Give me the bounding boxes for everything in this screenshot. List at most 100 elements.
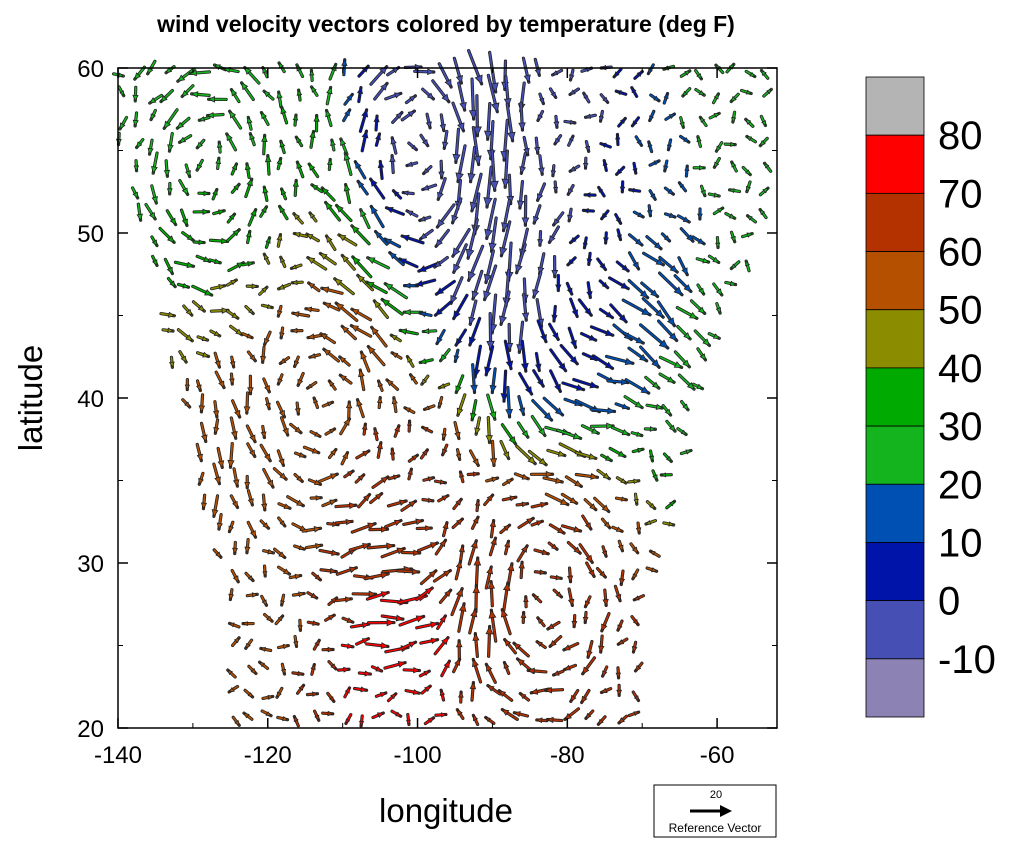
- wind-vector: [568, 234, 580, 245]
- wind-vector: [393, 424, 401, 438]
- wind-vector: [641, 297, 665, 319]
- wind-vector: [469, 681, 477, 702]
- colorbar-swatch: [865, 251, 925, 311]
- wind-vector: [258, 660, 270, 671]
- wind-vector: [334, 301, 359, 323]
- wind-vector: [485, 415, 493, 445]
- wind-vector: [552, 180, 559, 194]
- wind-vector: [512, 711, 530, 718]
- wind-vector: [400, 549, 422, 557]
- wind-vector: [715, 301, 722, 315]
- wind-vector: [383, 282, 408, 300]
- wind-vector: [581, 656, 597, 676]
- wind-vector: [550, 164, 557, 178]
- wind-vector: [326, 157, 333, 171]
- wind-vector: [441, 427, 447, 441]
- wind-vector: [502, 477, 514, 487]
- wind-vector: [471, 269, 484, 301]
- colorbar-label: 50: [938, 289, 983, 333]
- wind-vector: [419, 133, 430, 148]
- wind-vector: [468, 299, 478, 326]
- y-tick-label: 40: [77, 386, 104, 413]
- wind-vector: [260, 594, 269, 607]
- wind-vector: [277, 502, 292, 510]
- wind-vector: [663, 159, 669, 173]
- wind-vector: [472, 584, 480, 614]
- wind-vector: [351, 590, 378, 598]
- wind-vector: [258, 285, 269, 296]
- wind-vector: [633, 492, 639, 506]
- wind-vector: [398, 257, 419, 269]
- colorbar-label: 0: [938, 580, 960, 624]
- wind-vector: [211, 187, 219, 201]
- wind-vector: [244, 537, 251, 555]
- wind-vector: [373, 230, 389, 246]
- wind-vector: [666, 138, 673, 152]
- wind-vector: [548, 635, 563, 648]
- wind-vector: [567, 566, 574, 584]
- wind-vector: [568, 68, 575, 82]
- wind-vector: [279, 139, 286, 155]
- wind-vector: [350, 307, 373, 322]
- wind-vector: [614, 89, 628, 96]
- wind-vector: [418, 358, 434, 365]
- wind-vector: [276, 373, 284, 386]
- wind-vector: [262, 467, 275, 489]
- wind-vector: [467, 244, 485, 282]
- wind-vector: [405, 161, 419, 168]
- wind-vector: [433, 255, 449, 269]
- wind-vector: [244, 474, 251, 490]
- wind-vector: [515, 444, 537, 466]
- wind-vector: [245, 283, 259, 290]
- wind-vector: [758, 136, 769, 148]
- colorbar-label: 20: [938, 463, 983, 507]
- wind-vector: [312, 396, 320, 410]
- wind-vector: [645, 566, 659, 573]
- wind-vector: [694, 68, 703, 81]
- wind-vector: [519, 151, 527, 175]
- wind-vector: [456, 393, 467, 417]
- wind-vector: [383, 237, 402, 249]
- wind-vector: [502, 581, 511, 613]
- wind-vector: [567, 134, 575, 147]
- wind-vector: [596, 468, 611, 481]
- wind-vector: [745, 134, 757, 144]
- wind-vector: [196, 335, 210, 342]
- wind-vector: [433, 300, 453, 317]
- wind-vector: [195, 254, 212, 263]
- wind-vector: [646, 63, 655, 76]
- wind-vector: [584, 140, 591, 153]
- wind-vector: [567, 207, 574, 223]
- wind-vector: [165, 209, 178, 227]
- wind-vector: [241, 621, 255, 627]
- wind-vector: [292, 212, 304, 225]
- wind-vector: [634, 135, 644, 147]
- wind-vector: [199, 421, 208, 444]
- wind-vector: [691, 235, 706, 246]
- wind-vector: [469, 172, 483, 213]
- wind-vector: [192, 239, 206, 246]
- wind-vector: [535, 640, 547, 650]
- wind-vector: [158, 226, 176, 244]
- wind-vector: [260, 709, 273, 718]
- wind-vector: [618, 569, 626, 587]
- wind-vector: [358, 108, 369, 133]
- wind-vector: [209, 329, 222, 338]
- y-tick-label: 50: [77, 221, 104, 248]
- wind-vector: [729, 92, 740, 104]
- wind-vector: [515, 501, 530, 508]
- wind-vector: [261, 133, 268, 156]
- wind-vector: [148, 93, 164, 105]
- wind-vector: [695, 257, 711, 264]
- wind-vector: [366, 344, 386, 367]
- wind-vector: [648, 159, 661, 167]
- wind-vector: [344, 713, 353, 726]
- wind-vector: [714, 141, 724, 153]
- wind-vector: [505, 102, 516, 143]
- wind-vector: [532, 204, 542, 225]
- wind-vector: [579, 331, 598, 342]
- wind-vector: [214, 370, 226, 390]
- wind-vector: [501, 198, 511, 233]
- wind-vector: [135, 138, 145, 150]
- wind-vector: [707, 192, 721, 198]
